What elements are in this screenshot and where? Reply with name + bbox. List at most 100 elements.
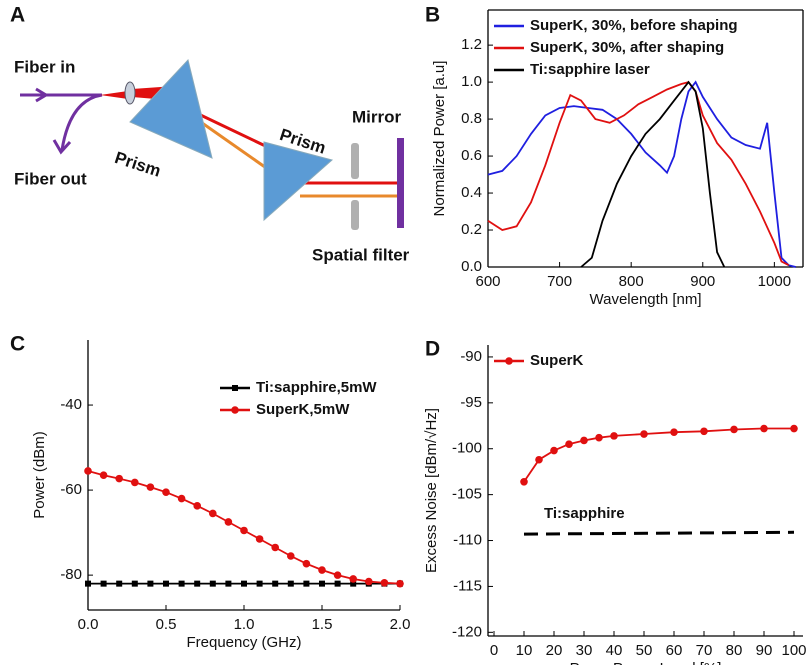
marker [225, 580, 232, 587]
marker [116, 580, 123, 587]
marker [318, 566, 326, 574]
marker [790, 424, 798, 433]
marker [177, 494, 186, 503]
x-tick-label: 20 [546, 642, 563, 659]
x-tick-label: 50 [636, 642, 653, 659]
marker [271, 543, 280, 552]
y-axis-label: Normalized Power [a.u] [431, 61, 448, 217]
marker [194, 580, 201, 587]
x-tick-label: 1.0 [234, 616, 255, 633]
marker [287, 580, 294, 587]
y-tick-label: -115 [453, 577, 482, 594]
prism [263, 141, 334, 222]
y-tick-label: -60 [60, 481, 82, 498]
series-line [523, 530, 795, 536]
fiber [60, 93, 103, 151]
marker [595, 433, 603, 442]
x-tick-label: 40 [606, 642, 623, 659]
marker [287, 552, 295, 560]
panel-label: A [10, 4, 25, 27]
marker [319, 580, 325, 587]
x-tick-label: 30 [576, 642, 593, 659]
y-tick-label: 0.2 [461, 221, 482, 238]
marker [240, 526, 248, 535]
lens [124, 81, 136, 105]
marker [163, 580, 169, 587]
x-tick-label: 0.0 [78, 616, 99, 633]
legend-label: SuperK, 30%, before shaping [530, 17, 738, 34]
marker [760, 424, 768, 433]
marker [396, 579, 404, 588]
beam [189, 108, 279, 154]
x-tick-label: 0.5 [156, 616, 177, 633]
x-tick-label: 100 [781, 642, 806, 659]
y-tick-label: -40 [60, 396, 82, 413]
marker [100, 580, 107, 587]
y-tick-label: -95 [460, 394, 482, 411]
legend-marker [505, 357, 513, 365]
y-tick-label: 0.8 [461, 110, 482, 127]
y-tick-label: -120 [452, 623, 482, 640]
x-axis-label: Wavelength [nm] [590, 291, 702, 308]
diagram: A Fiber in Fiber out Prism Prism Mirror … [10, 4, 410, 265]
x-axis-label: Pump Power Level [%] [570, 660, 722, 665]
marker [147, 580, 154, 587]
marker [131, 478, 139, 487]
prism [129, 58, 213, 159]
x-tick-label: 0 [490, 642, 498, 659]
y-tick-label: -100 [452, 440, 482, 457]
beam [100, 91, 128, 99]
x-tick-label: 1000 [758, 273, 791, 290]
arrow [52, 139, 72, 155]
x-tick-label: 90 [756, 642, 773, 659]
marker [85, 580, 91, 587]
panel-label: C [10, 333, 25, 356]
y-axis-label: Power (dBm) [31, 431, 48, 519]
marker [350, 580, 357, 587]
y-tick-label: 0.4 [461, 184, 482, 201]
marker [209, 509, 217, 518]
y-tick-label: -80 [60, 566, 82, 583]
prism-label: Prism [112, 148, 163, 181]
marker [580, 436, 588, 445]
mirror [397, 138, 404, 228]
marker [224, 518, 233, 526]
marker [84, 467, 92, 475]
marker [209, 580, 216, 587]
y-tick-label: -90 [460, 348, 482, 365]
legend-marker [232, 385, 238, 391]
marker [333, 571, 342, 579]
legend-label: SuperK, 30%, after shaping [530, 39, 724, 56]
series-line [523, 427, 794, 483]
panel-label: D [425, 338, 440, 361]
spatial-filter-label: Spatial filter [312, 245, 410, 264]
marker [520, 477, 528, 486]
fiber-out-label: Fiber out [14, 169, 87, 188]
y-tick-label: -110 [453, 531, 482, 548]
marker [550, 446, 558, 455]
marker [115, 474, 123, 483]
marker [193, 502, 201, 510]
legend-label: Ti:sapphire laser [530, 61, 650, 78]
series-line [580, 80, 726, 268]
marker [349, 575, 358, 583]
x-tick-label: 600 [475, 273, 500, 290]
beam [194, 116, 273, 174]
x-tick-label: 700 [547, 273, 572, 290]
legend-label: SuperK,5mW [256, 401, 350, 418]
y-axis-label: Excess Noise [dBm/√Hz] [423, 408, 440, 573]
spatial-filter [351, 200, 359, 230]
marker [131, 580, 138, 587]
y-tick-label: 0.6 [461, 147, 482, 164]
y-tick-label: 0.0 [461, 258, 482, 275]
legend-marker [231, 406, 239, 414]
marker [241, 580, 247, 587]
marker [535, 455, 543, 464]
x-tick-label: 1.5 [312, 616, 333, 633]
marker [565, 440, 573, 448]
x-tick-label: 80 [726, 642, 743, 659]
arrow [35, 87, 49, 103]
chart: D 0 10 20 30 40 50 60 70 80 90 100 -90 -95 -100 -105 -11… [423, 338, 807, 665]
panel-label: B [425, 4, 440, 27]
